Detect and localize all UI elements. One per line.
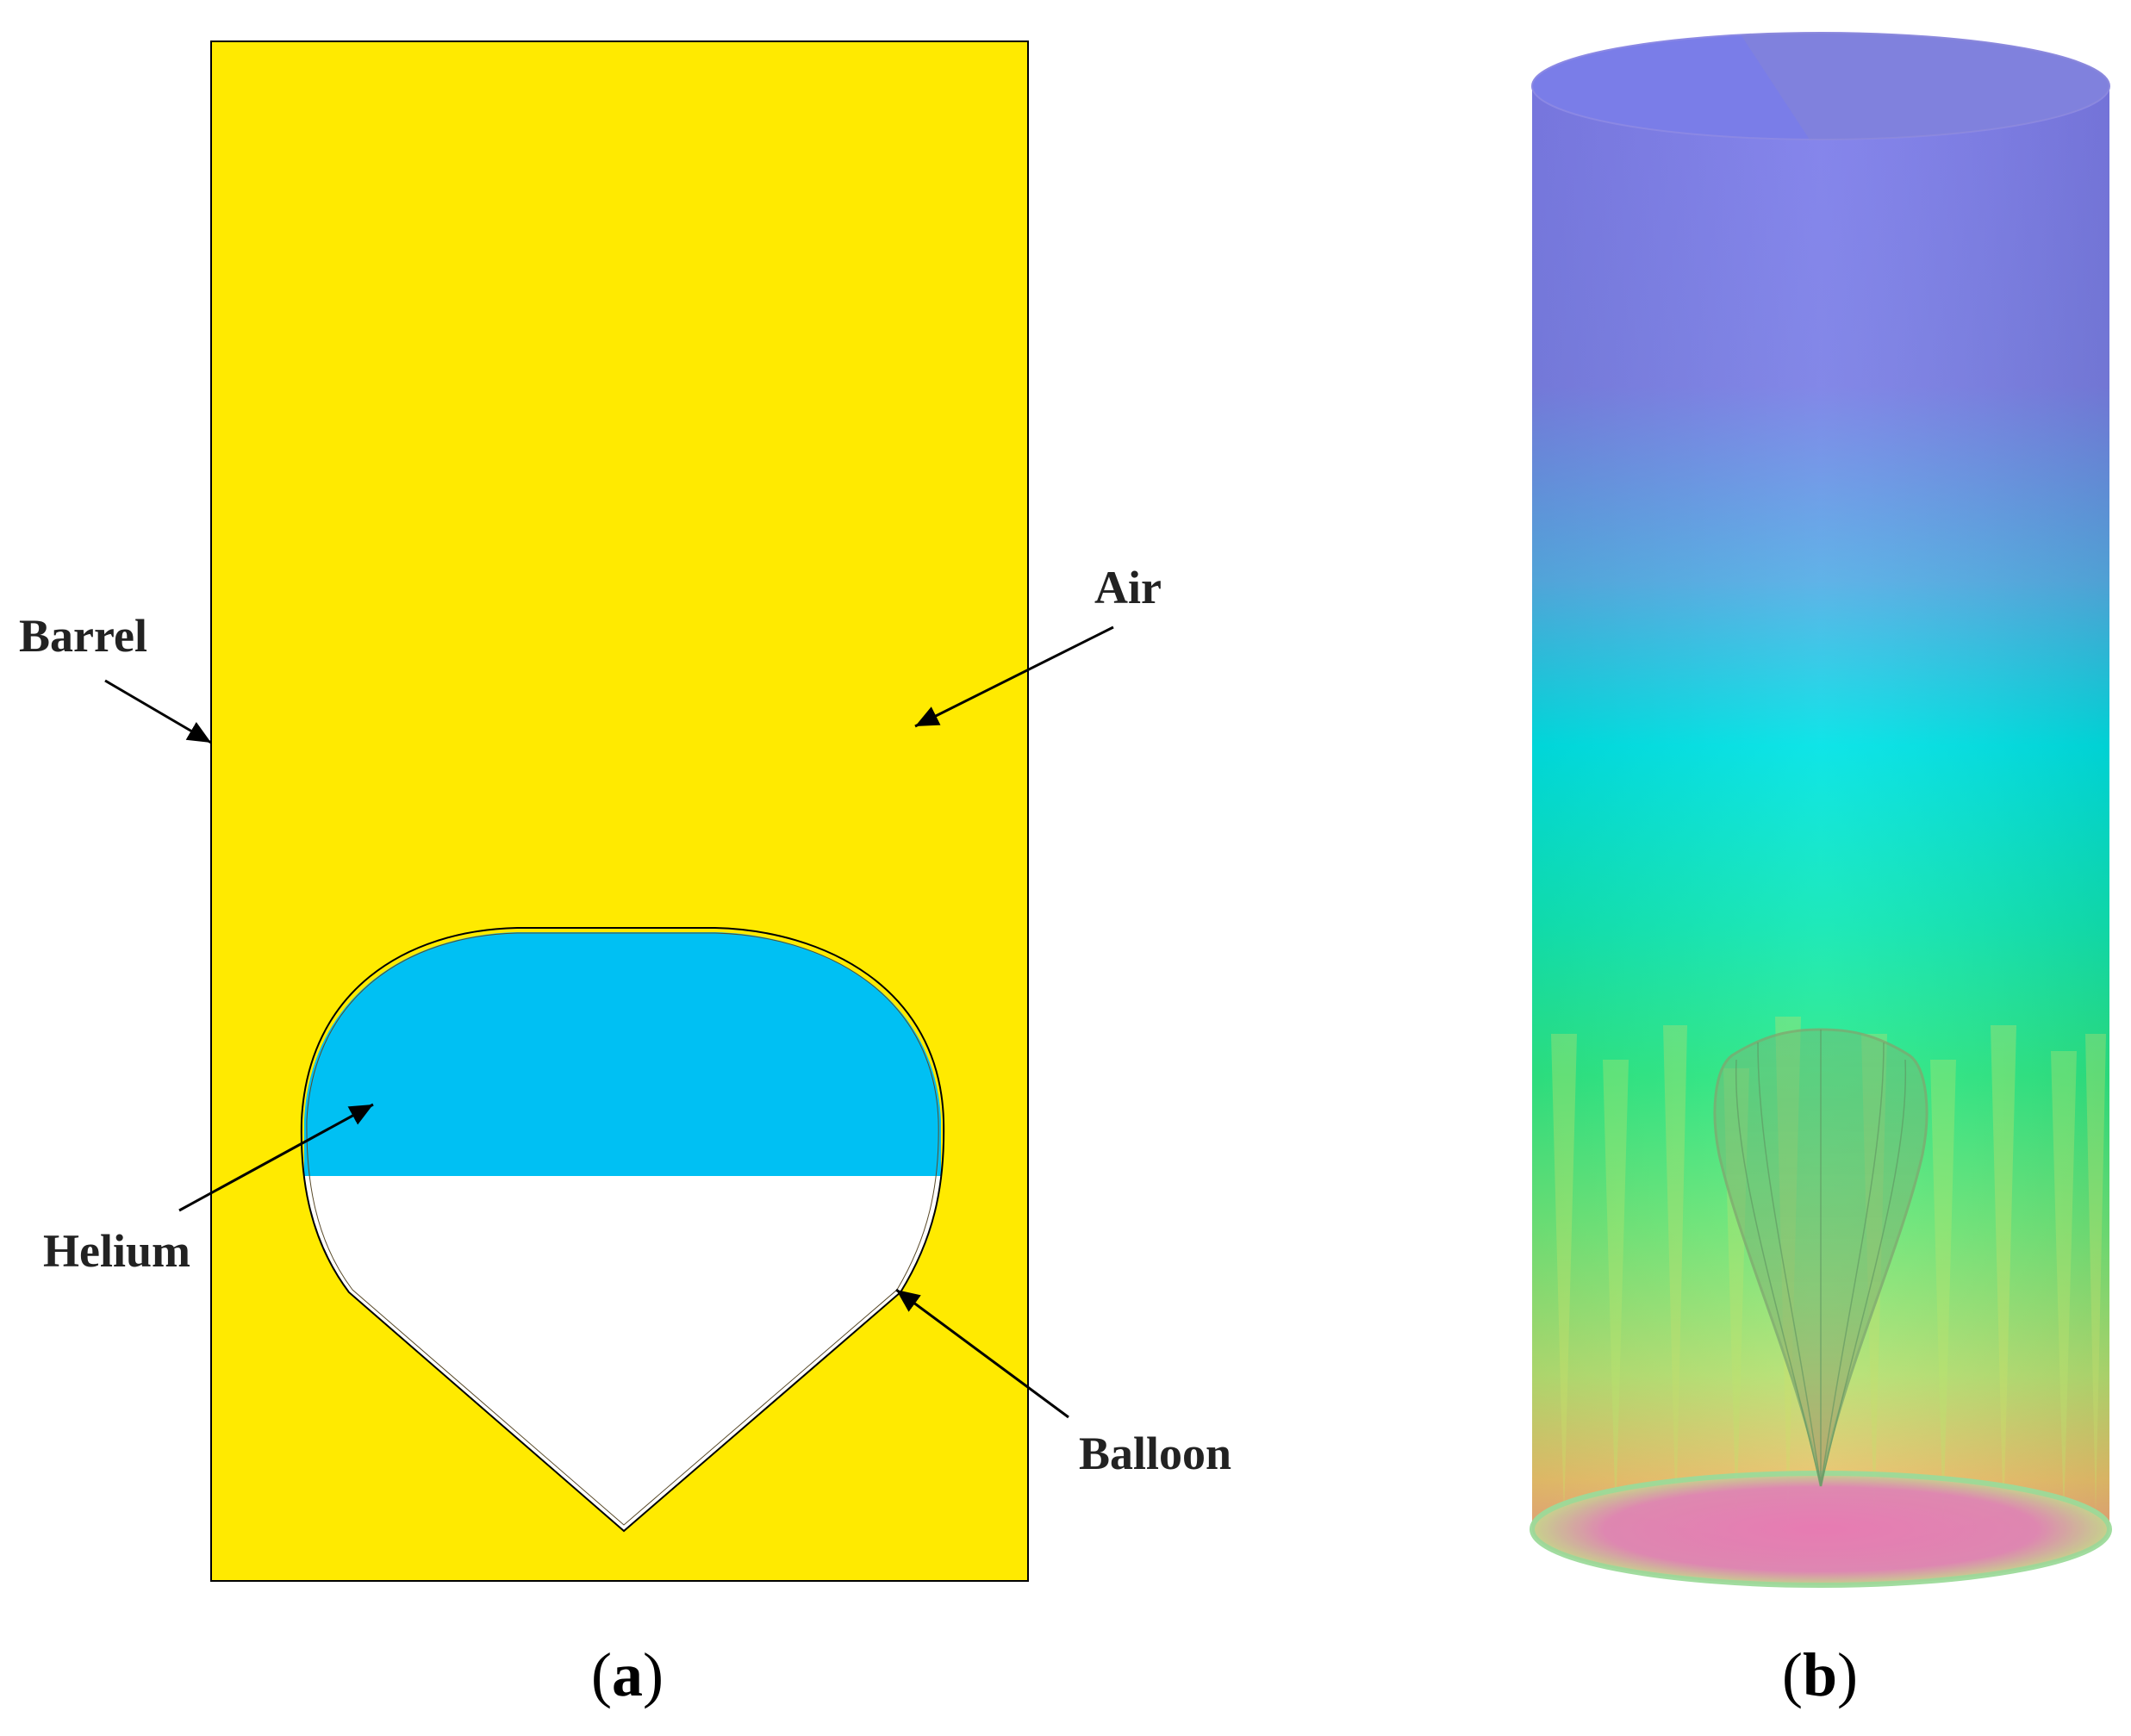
barrel-arrow [104, 679, 212, 744]
balloon-shape [300, 927, 945, 1533]
caption-b: (b) [1782, 1640, 1858, 1709]
air-arrow [914, 625, 1114, 728]
balloon-lower-region [304, 1176, 941, 1531]
helium-label: Helium [43, 1225, 190, 1277]
helium-arrow [178, 1103, 374, 1212]
balloon-3d [1713, 1028, 1928, 1487]
panel-a: Barrel Air Helium Balloon (a) [19, 40, 1231, 1709]
cylinder-shading [1532, 86, 2109, 1585]
panel-b: (b) [1530, 32, 2112, 1709]
cylinder-top-rim [1531, 32, 2110, 140]
balloon-arrow [895, 1288, 1069, 1419]
balloon-label: Balloon [1079, 1428, 1231, 1479]
cylinder-top-shadow [1741, 32, 2110, 140]
cylinder-base [1530, 1471, 2112, 1588]
cylinder [1530, 32, 2112, 1588]
caption-a: (a) [591, 1640, 664, 1709]
barrel-label: Barrel [19, 610, 147, 662]
balloon-outline [300, 927, 945, 1533]
balloon-3d-gores [1735, 1030, 1907, 1487]
air-label: Air [1094, 562, 1162, 613]
balloon-outline-inner [306, 932, 939, 1526]
cylinder-top [1532, 33, 2109, 140]
helium-region [304, 932, 941, 1176]
